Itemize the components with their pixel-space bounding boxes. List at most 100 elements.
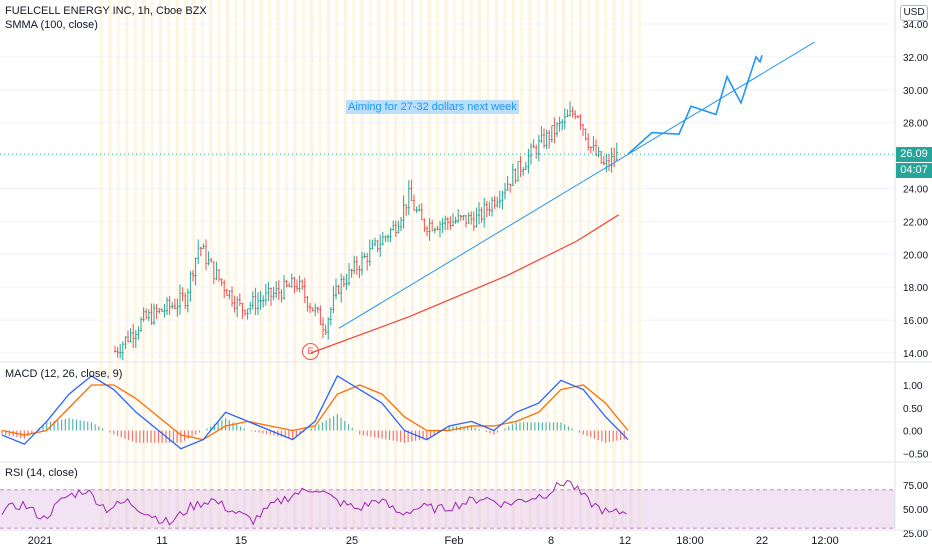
earnings-marker[interactable]: E <box>302 343 319 360</box>
session-stripe <box>536 0 540 530</box>
time-tick-label: 22 <box>756 535 768 547</box>
last-price-tag: 26.09 <box>896 147 932 162</box>
price-tick-label: 24.00 <box>903 185 928 196</box>
session-stripe <box>301 0 305 530</box>
session-stripe <box>150 0 154 530</box>
session-stripe <box>545 0 549 530</box>
trendline-segment <box>338 41 815 329</box>
session-stripe <box>184 0 188 530</box>
session-stripe <box>326 0 330 530</box>
session-stripe <box>604 0 608 530</box>
session-stripe <box>209 0 213 530</box>
session-stripe <box>284 0 288 530</box>
session-stripe <box>587 0 591 530</box>
rsi-band <box>0 489 895 529</box>
session-stripe <box>570 0 574 530</box>
session-stripe <box>276 0 280 530</box>
session-stripe <box>427 0 431 530</box>
session-stripe <box>251 0 255 530</box>
session-stripe <box>368 0 372 530</box>
session-stripe <box>226 0 230 530</box>
session-stripe <box>318 0 322 530</box>
smma-line <box>310 214 619 354</box>
price-tick-label: 28.00 <box>903 119 928 130</box>
session-stripe <box>612 0 616 530</box>
grid-lines <box>0 23 895 354</box>
time-ticks: 2021 11 15 25 Feb 8 12 18:00 22 12:00 <box>28 535 839 547</box>
session-stripe <box>478 0 482 530</box>
macd-tick-label: 0.00 <box>903 427 923 438</box>
price-tick-label: 14.00 <box>903 349 928 360</box>
session-stripe <box>142 0 146 530</box>
price-tick-label: 32.00 <box>903 53 928 64</box>
macd-main-line <box>1 374 629 450</box>
symbol-title: FUELCELL ENERGY INC, 1h, Cboe BZX <box>5 5 207 17</box>
macd-tick-label: 0.50 <box>903 404 923 415</box>
price-tick-label: 20.00 <box>903 250 928 261</box>
session-stripe <box>293 0 297 530</box>
time-tick-label: 2021 <box>28 535 52 547</box>
session-stripe <box>217 0 221 530</box>
session-stripe <box>402 0 406 530</box>
session-stripe <box>335 0 339 530</box>
currency-button[interactable]: USD <box>900 5 928 21</box>
session-stripe <box>578 0 582 530</box>
session-stripe <box>520 0 524 530</box>
session-stripe <box>553 0 557 530</box>
session-stripe <box>494 0 498 530</box>
session-stripe <box>419 0 423 530</box>
macd-signal-line <box>1 384 629 441</box>
session-stripe <box>116 0 120 530</box>
rsi-line <box>1 479 627 526</box>
macd-pane: 1.00 0.50 0.00 −0.50 <box>1 374 929 460</box>
projection-polyline <box>627 55 763 155</box>
macd-tick-label: 1.00 <box>903 381 923 392</box>
smma-legend: SMMA (100, close) <box>5 19 98 31</box>
session-stripe <box>242 0 246 530</box>
session-stripe <box>385 0 389 530</box>
time-tick-label: 12:00 <box>811 535 839 547</box>
time-tick-label: 18:00 <box>676 535 704 547</box>
macd-tick-label: −0.50 <box>903 449 929 460</box>
session-stripe <box>100 0 104 530</box>
time-tick-label: 12 <box>619 535 631 547</box>
time-tick-label: 25 <box>346 535 358 547</box>
session-stripe <box>268 0 272 530</box>
rsi-tick-label: 25.00 <box>903 529 928 540</box>
smma-polyline <box>310 214 619 354</box>
session-stripe <box>595 0 599 530</box>
session-stripe <box>452 0 456 530</box>
macd-legend: MACD (12, 26, close, 9) <box>5 368 123 380</box>
trendline <box>338 41 815 329</box>
session-stripe <box>486 0 490 530</box>
session-stripe <box>637 0 641 530</box>
session-stripe <box>461 0 465 530</box>
price-tick-label: 18.00 <box>903 283 928 294</box>
candles <box>114 101 619 361</box>
time-tick-label: 15 <box>235 535 247 547</box>
session-stripe <box>175 0 179 530</box>
session-stripe <box>259 0 263 530</box>
session-stripe <box>167 0 171 530</box>
rsi-tick-label: 50.00 <box>903 505 928 516</box>
time-tick-label: Feb <box>445 535 464 547</box>
session-stripe <box>436 0 440 530</box>
session-stripe <box>469 0 473 530</box>
session-stripe <box>310 0 314 530</box>
session-stripe <box>158 0 162 530</box>
price-tick-label: 16.00 <box>903 316 928 327</box>
rsi-pane: 75.00 50.00 25.00 <box>0 479 928 540</box>
session-stripe <box>108 0 112 530</box>
session-stripe <box>394 0 398 530</box>
session-stripe <box>444 0 448 530</box>
pane-separators <box>0 0 932 531</box>
session-stripe <box>503 0 507 530</box>
session-stripe <box>620 0 624 530</box>
session-stripe <box>352 0 356 530</box>
annotation-text[interactable]: Aiming for 27-32 dollars next week <box>346 100 519 114</box>
price-tick-label: 22.00 <box>903 217 928 228</box>
projection-path <box>627 55 763 155</box>
price-tick-label: 34.00 <box>903 20 928 31</box>
rsi-tick-label: 75.00 <box>903 481 928 492</box>
